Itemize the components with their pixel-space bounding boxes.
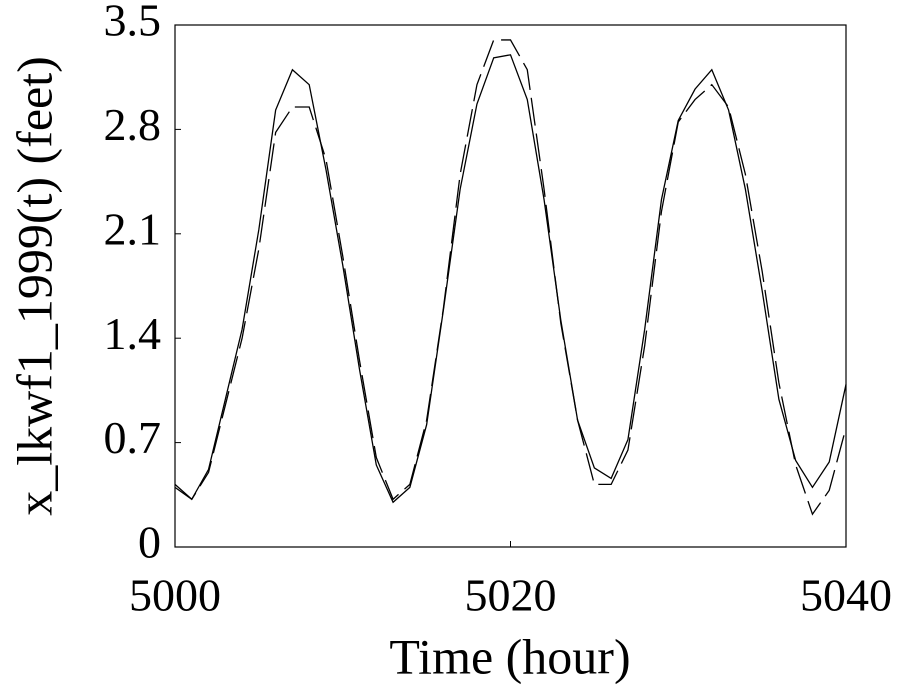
series-line [174, 54, 847, 504]
y-tick-label: 3.5 [104, 0, 162, 46]
series-line [174, 39, 847, 516]
y-tick-label: 1.4 [104, 308, 162, 359]
y-tick-label: 0.7 [104, 412, 162, 463]
y-axis-label: x_lkwf1_1999(t) (feet) [6, 56, 62, 516]
x-tick-label: 5040 [800, 570, 892, 621]
x-tick-label: 5000 [129, 570, 221, 621]
y-tick-label: 2.1 [104, 203, 162, 254]
y-tick-label: 0 [138, 517, 161, 568]
plot-frame [174, 24, 847, 548]
x-tick-label: 5020 [465, 570, 557, 621]
x-axis-label: Time (hour) [389, 628, 630, 684]
y-tick-label: 2.8 [104, 99, 162, 150]
